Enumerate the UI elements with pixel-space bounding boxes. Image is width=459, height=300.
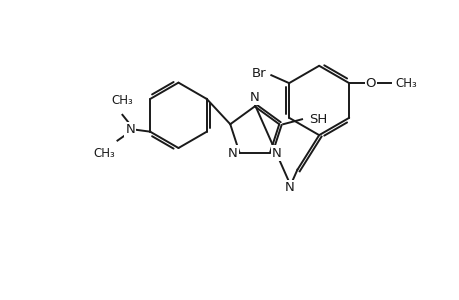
Text: SH: SH xyxy=(308,113,326,126)
Text: N: N xyxy=(271,146,281,160)
Text: N: N xyxy=(125,123,135,136)
Text: CH₃: CH₃ xyxy=(395,76,417,90)
Text: N: N xyxy=(249,92,259,104)
Text: N: N xyxy=(227,146,237,160)
Text: CH₃: CH₃ xyxy=(112,94,133,107)
Text: O: O xyxy=(365,76,375,90)
Text: CH₃: CH₃ xyxy=(94,146,115,160)
Text: N: N xyxy=(284,181,294,194)
Text: Br: Br xyxy=(252,67,266,80)
